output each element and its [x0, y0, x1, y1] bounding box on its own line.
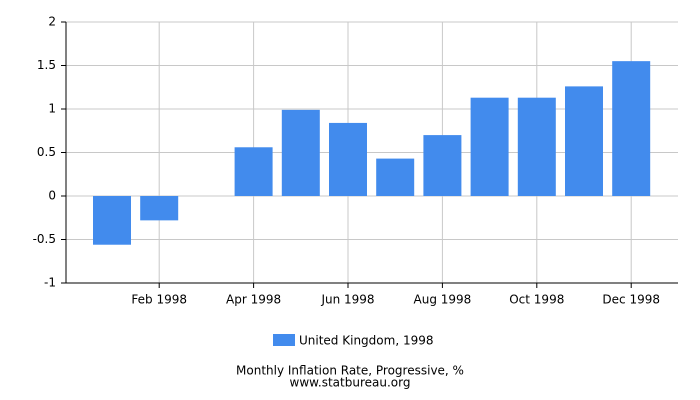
y-tick-label: 0	[48, 189, 56, 203]
y-tick-label: 0.5	[37, 145, 56, 159]
y-tick-label: 2	[48, 15, 56, 29]
bar	[234, 147, 273, 196]
x-tick-label: Jun 1998	[320, 293, 374, 307]
y-tick-label: -1	[44, 276, 56, 290]
x-tick-label: Dec 1998	[602, 293, 660, 307]
chart-title: Monthly Inflation Rate, Progressive, %	[236, 364, 464, 378]
x-tick-label: Aug 1998	[414, 293, 472, 307]
bar	[517, 97, 556, 196]
legend-label: United Kingdom, 1998	[299, 334, 433, 348]
x-tick-label: Apr 1998	[226, 293, 281, 307]
y-tick-label: 1.5	[37, 58, 56, 72]
bar	[612, 61, 651, 197]
x-tick-label: Feb 1998	[131, 293, 187, 307]
bar	[93, 196, 131, 245]
bar	[423, 135, 462, 196]
bar	[329, 122, 367, 196]
chart-subtitle: www.statbureau.org	[290, 376, 411, 390]
y-tick-label: -0.5	[33, 232, 56, 246]
bar	[376, 158, 415, 196]
legend-swatch	[273, 334, 295, 346]
x-tick-label: Oct 1998	[509, 293, 564, 307]
bar	[565, 86, 603, 196]
y-tick-label: 1	[48, 102, 56, 116]
bar	[470, 97, 509, 196]
bar	[281, 109, 320, 196]
bar	[140, 196, 179, 221]
